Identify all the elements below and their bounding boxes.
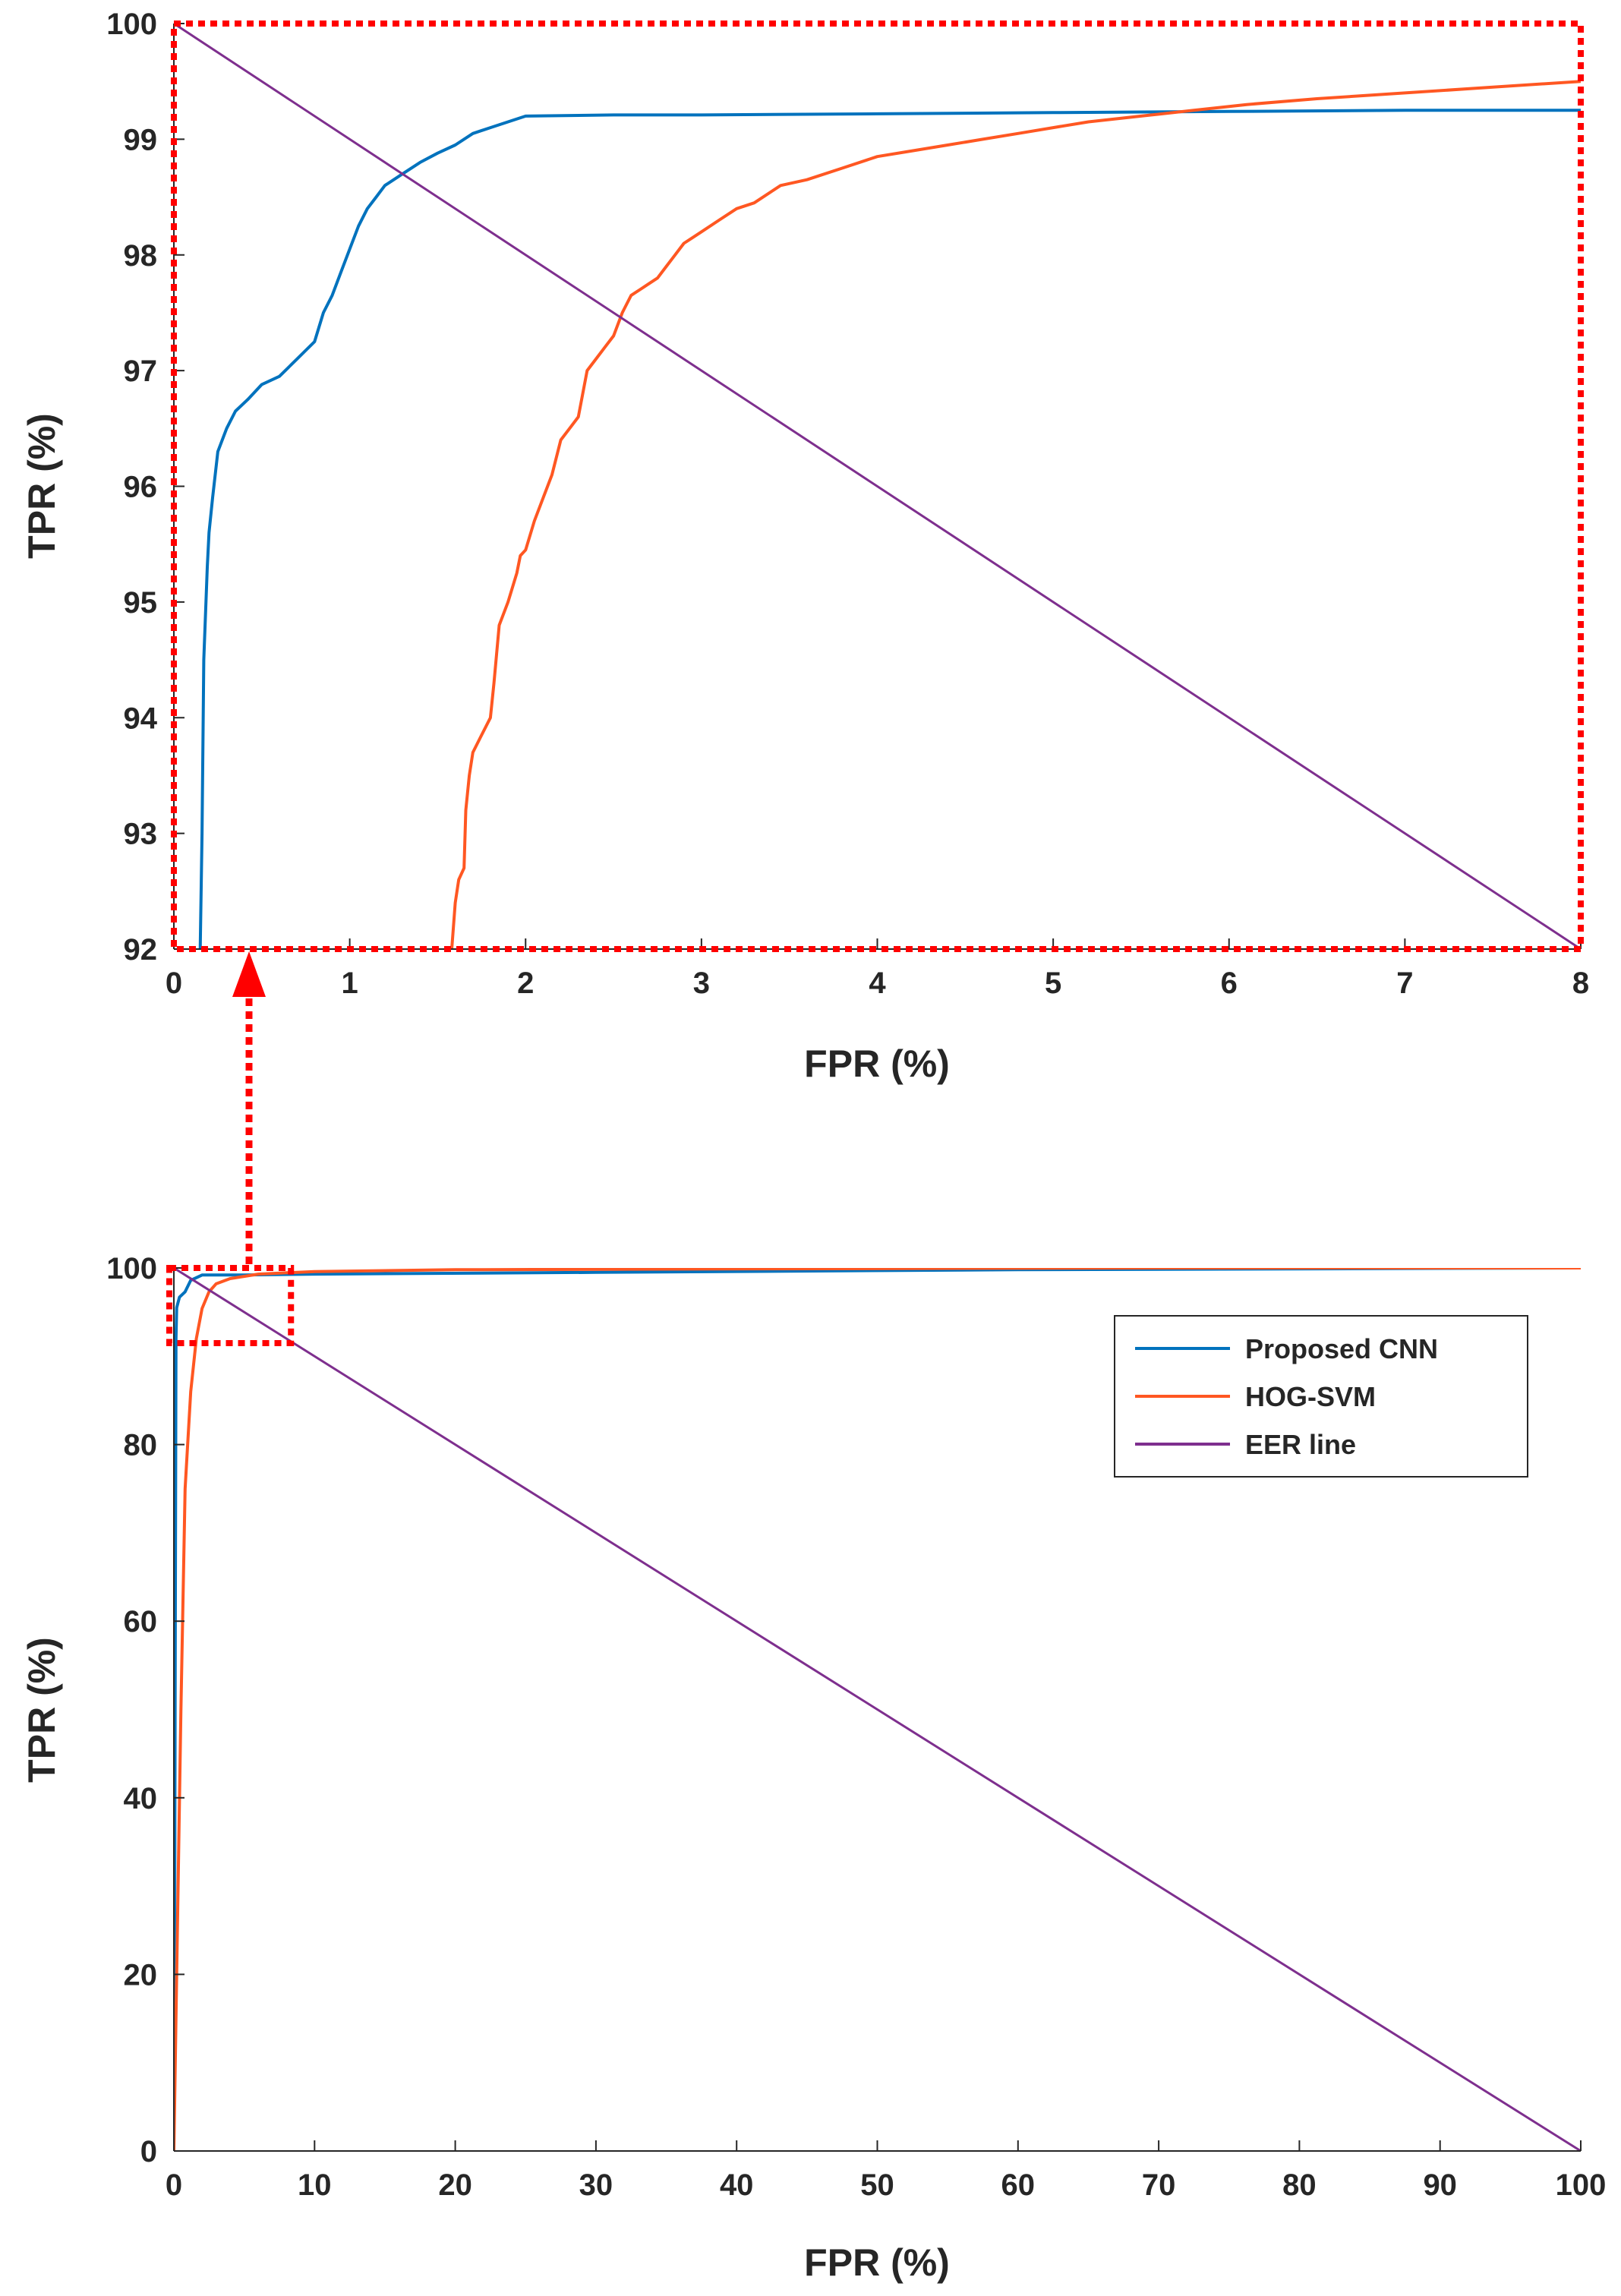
zoom-series-group — [174, 24, 1581, 949]
zoom-series-cnn — [198, 109, 1581, 949]
zoom-y-tick-label: 97 — [124, 355, 158, 388]
full-x-tick-label: 100 — [1556, 2168, 1607, 2202]
zoom-region-marker — [166, 1265, 295, 1347]
zoom-x-tick-label: 3 — [693, 967, 710, 1000]
full-x-tick-label: 30 — [579, 2168, 613, 2202]
full-x-tick-label: 40 — [720, 2168, 754, 2202]
zoomed-roc-plot: 0 1 2 3 4 5 6 7 8 92 93 94 95 96 97 98 99 100 FPR (%) TP… — [20, 8, 1589, 1085]
zoom-x-tick-label: 4 — [869, 967, 886, 1000]
full-series-group — [174, 1268, 1581, 2151]
legend-label-cnn: Proposed CNN — [1245, 1333, 1438, 1364]
full-x-tick-label: 10 — [298, 2168, 332, 2202]
full-y-tick-label: 60 — [124, 1605, 158, 1638]
zoom-series-eer — [174, 24, 1581, 949]
zoom-x-tick-label: 1 — [342, 967, 358, 1000]
full-x-tick-label: 50 — [860, 2168, 894, 2202]
full-y-tick-label: 80 — [124, 1429, 158, 1462]
zoom-y-ticks: 92 93 94 95 96 97 98 99 100 — [106, 8, 184, 967]
full-y-tick-label: 0 — [140, 2135, 157, 2168]
full-x-tick-label: 70 — [1142, 2168, 1176, 2202]
zoom-x-tick-label: 8 — [1572, 967, 1589, 1000]
zoom-connector — [232, 951, 266, 1264]
full-y-ticks: 0 20 40 60 80 100 — [106, 1252, 184, 2168]
zoom-y-tick-label: 94 — [124, 702, 158, 735]
zoom-y-tick-label: 100 — [106, 8, 157, 41]
zoom-x-axis-label: FPR (%) — [804, 1042, 950, 1085]
full-series-hog — [174, 1268, 1581, 2151]
zoom-y-tick-label: 92 — [124, 933, 158, 967]
full-y-tick-label: 100 — [106, 1252, 157, 1285]
full-x-axis-label: FPR (%) — [804, 2241, 950, 2284]
full-x-tick-label: 0 — [166, 2168, 182, 2202]
zoom-y-axis-label: TPR (%) — [20, 413, 63, 559]
zoom-x-ticks: 0 1 2 3 4 5 6 7 8 — [166, 938, 1589, 1000]
zoom-y-tick-label: 98 — [124, 239, 158, 273]
zoom-y-tick-label: 95 — [124, 586, 158, 620]
zoom-connector-arrowhead — [232, 951, 266, 997]
full-y-tick-label: 20 — [124, 1958, 158, 1992]
full-x-tick-label: 80 — [1282, 2168, 1317, 2202]
zoom-series-hog — [450, 80, 1581, 949]
zoom-x-tick-label: 0 — [166, 967, 182, 1000]
zoom-y-tick-label: 93 — [124, 818, 158, 851]
full-x-ticks: 0 10 20 30 40 50 60 70 80 90 100 — [166, 2140, 1607, 2202]
full-roc-plot: 0 10 20 30 40 50 60 70 80 90 100 0 20 40 60 80 100 FPR … — [20, 1252, 1606, 2284]
legend-label-eer: EER line — [1245, 1429, 1356, 1460]
legend-label-hog: HOG-SVM — [1245, 1381, 1376, 1412]
full-y-axis-label: TPR (%) — [20, 1637, 63, 1783]
zoom-x-tick-label: 6 — [1221, 967, 1238, 1000]
full-x-tick-label: 20 — [438, 2168, 472, 2202]
zoom-y-tick-label: 96 — [124, 471, 158, 504]
full-x-tick-label: 60 — [1001, 2168, 1036, 2202]
full-series-cnn — [174, 1268, 1581, 2151]
zoom-x-tick-label: 5 — [1045, 967, 1061, 1000]
full-x-tick-label: 90 — [1423, 2168, 1457, 2202]
legend: Proposed CNN HOG-SVM EER line — [1114, 1315, 1528, 1478]
full-series-eer — [174, 1268, 1581, 2151]
zoom-x-tick-label: 2 — [517, 967, 534, 1000]
zoom-y-tick-label: 99 — [124, 123, 158, 156]
zoom-x-tick-label: 7 — [1396, 967, 1413, 1000]
full-y-tick-label: 40 — [124, 1782, 158, 1815]
zoom-region-box — [166, 1265, 295, 1347]
